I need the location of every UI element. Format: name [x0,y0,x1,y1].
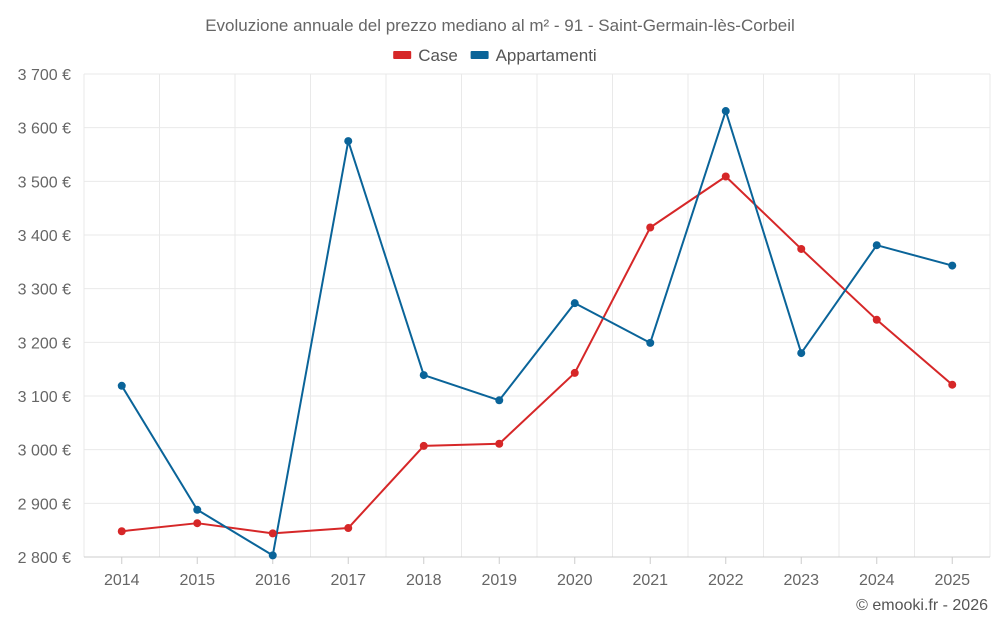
data-point-appartamenti[interactable] [117,381,126,390]
data-point-appartamenti[interactable] [419,371,428,380]
data-point-appartamenti[interactable] [193,505,202,514]
y-tick-label: 3 700 € [18,67,71,84]
data-point-appartamenti[interactable] [344,137,353,146]
y-tick-label: 3 500 € [18,174,71,191]
chart-title: Evoluzione annuale del prezzo mediano al… [205,16,795,35]
grid [83,73,991,558]
data-point-appartamenti[interactable] [646,338,655,347]
x-tick-label: 2020 [557,572,593,589]
y-tick-label: 3 000 € [18,443,71,460]
x-tick-label: 2015 [179,572,215,589]
data-point-case[interactable] [419,441,428,450]
data-point-appartamenti[interactable] [268,551,277,560]
data-point-appartamenti[interactable] [872,241,881,250]
data-point-appartamenti[interactable] [721,107,730,116]
legend-label-case[interactable]: Case [418,46,458,65]
x-tick-label: 2024 [859,572,895,589]
data-point-case[interactable] [721,172,730,181]
x-tick-label: 2018 [406,572,442,589]
y-axis: 2 800 € 2 900 € 3 000 € 3 100 € 3 200 € 3 300… [18,67,71,567]
legend-label-appartamenti[interactable]: Appartamenti [496,46,597,65]
y-tick-label: 3 600 € [18,121,71,138]
data-point-case[interactable] [646,223,655,232]
data-point-case[interactable] [268,529,277,538]
x-tick-label: 2016 [255,572,291,589]
y-tick-label: 2 900 € [18,496,71,513]
x-axis: 2014 2015 2016 2017 2018 2019 2020 2021 2022 2023… [84,556,990,589]
series-layer [117,107,957,560]
series-line-case [121,175,953,535]
data-point-case[interactable] [570,368,579,377]
data-point-appartamenti[interactable] [570,299,579,308]
x-tick-label: 2021 [632,572,668,589]
x-tick-label: 2017 [330,572,366,589]
y-tick-label: 2 800 € [18,550,71,567]
x-tick-label: 2014 [104,572,140,589]
x-tick-label: 2025 [934,572,970,589]
y-tick-label: 3 400 € [18,228,71,245]
series-line-appartamenti [120,110,953,557]
x-tick-label: 2022 [708,572,744,589]
x-tick-label: 2019 [481,572,517,589]
data-point-case[interactable] [193,519,202,528]
data-point-case[interactable] [117,527,126,536]
credit-text: © emooki.fr - 2026 [856,597,988,614]
data-point-appartamenti[interactable] [797,349,806,358]
y-tick-label: 3 300 € [18,282,71,299]
data-point-appartamenti[interactable] [495,396,504,405]
data-point-case[interactable] [495,439,504,448]
data-point-case[interactable] [344,524,353,533]
legend-swatch-case [393,51,412,59]
legend: Case Appartamenti [393,46,597,65]
y-tick-label: 3 200 € [18,335,71,352]
legend-swatch-appartamenti [470,51,489,59]
data-point-case[interactable] [948,380,957,389]
y-tick-label: 3 100 € [18,389,71,406]
data-point-case[interactable] [872,315,881,324]
x-tick-label: 2023 [783,572,819,589]
data-point-appartamenti[interactable] [948,261,957,270]
data-point-case[interactable] [797,244,806,253]
